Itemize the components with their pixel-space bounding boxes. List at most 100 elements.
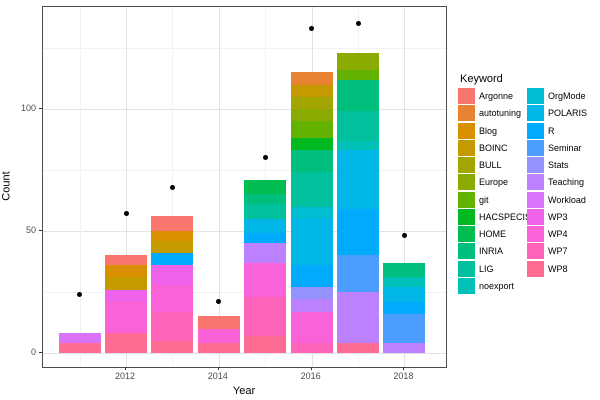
- legend-item-WP7: WP7: [527, 243, 595, 260]
- legend-swatch: [527, 191, 544, 208]
- total-point: [401, 233, 407, 239]
- legend-label: OrgMode: [548, 91, 586, 101]
- x-axis-title: Year: [232, 385, 256, 397]
- legend-item-R: R: [527, 122, 595, 140]
- legend-label: Stats: [548, 160, 569, 170]
- x-tick-label: 2012: [114, 371, 136, 381]
- y-tick-label: 0: [30, 346, 36, 357]
- x-tick-mark: [125, 367, 126, 370]
- legend-label: noexport: [479, 280, 515, 291]
- bar-segment-R: [337, 209, 379, 256]
- bar-segment-R: [383, 301, 426, 314]
- bar-segment-git: [290, 121, 333, 139]
- bar-segment-WP7: [290, 343, 333, 353]
- legend-label: BOINC: [479, 142, 508, 153]
- legend-label: autotuning: [479, 108, 522, 119]
- bar-segment-autotuning: [290, 72, 333, 85]
- legend-label: HOME: [479, 229, 506, 239]
- legend-label: Seminar: [548, 142, 582, 153]
- legend-label: WP8: [548, 263, 568, 274]
- bar-segment-Stats: [290, 287, 333, 300]
- y-tick-mark: [39, 230, 42, 231]
- y-axis-title: Count: [0, 171, 13, 201]
- total-point: [262, 155, 268, 161]
- x-tick-label: 2016: [300, 371, 321, 381]
- bar-segment-OrgMode: [290, 206, 333, 219]
- bar-segment-R: [290, 265, 333, 288]
- legend-item-noexport: noexport: [458, 277, 526, 295]
- legend-swatch: [458, 208, 475, 225]
- x-tick-mark: [403, 367, 405, 370]
- legend-item-Stats: Stats: [527, 157, 595, 174]
- legend-swatch: [527, 174, 544, 191]
- legend-item-git: git: [458, 191, 526, 209]
- legend-swatch: [527, 226, 544, 242]
- bar-segment-POLARIS: [383, 287, 426, 302]
- legend-item-LIG: LIG: [458, 260, 526, 278]
- legend-swatch: [527, 157, 544, 173]
- legend-swatch: [458, 191, 475, 208]
- legend-item-Europe: Europe: [458, 174, 526, 191]
- legend-item-INRIA: INRIA: [458, 243, 526, 260]
- legend-label: HACSPECIS: [479, 211, 532, 222]
- bar-segment-BOINC: [105, 277, 147, 290]
- total-point: [216, 299, 222, 305]
- legend-item-WP3: WP3: [527, 208, 595, 226]
- bar-segment-HACSPECIS: [290, 138, 333, 151]
- total-point: [355, 21, 361, 27]
- bar-segment-INRIA: [337, 79, 379, 112]
- bar-segment-noexport: [337, 140, 379, 151]
- bar-segment-INRIA: [383, 262, 426, 278]
- legend-label: WP7: [548, 246, 568, 257]
- bar-segment-R: [244, 233, 287, 244]
- bar-segment-Teaching: [383, 343, 426, 353]
- bar-segment-Argonne: [151, 216, 194, 231]
- bar-segment-Teaching: [290, 299, 333, 312]
- legend-label: Europe: [479, 177, 509, 188]
- legend-swatch: [458, 260, 475, 277]
- bar-segment-noexport: [383, 277, 426, 288]
- legend-label: INRIA: [479, 246, 504, 257]
- bar-segment-WP8: [197, 343, 240, 353]
- bar-segment-Workload: [58, 333, 101, 344]
- bar-segment-WP3: [105, 289, 147, 302]
- bar-segment-LIG: [290, 172, 333, 207]
- major-gridline: [218, 7, 220, 367]
- y-tick-label: 100: [20, 102, 36, 113]
- legend-swatch: [458, 122, 475, 139]
- bar-segment-LIG: [337, 111, 379, 141]
- bar-segment-WP4: [197, 328, 240, 344]
- major-gridline: [43, 109, 446, 110]
- bar-segment-BOINC: [151, 240, 194, 253]
- legend-item-autotuning: autotuning: [458, 105, 526, 122]
- legend-swatch: [527, 208, 544, 225]
- major-gridline: [43, 353, 446, 354]
- legend-item-HACSPECIS: HACSPECIS: [458, 208, 531, 226]
- bar-segment-WP8: [58, 343, 101, 353]
- legend-swatch: [458, 277, 475, 294]
- bar-segment-WP8: [244, 335, 287, 353]
- bar-segment-POLARIS: [244, 218, 287, 234]
- x-tick-label: 2018: [393, 371, 414, 381]
- legend-swatch: [527, 88, 544, 104]
- bar-segment-Teaching: [244, 243, 287, 263]
- bar-segment-Blog: [151, 231, 194, 241]
- bar-segment-HOME: [244, 179, 287, 195]
- bar-segment-WP4: [290, 311, 333, 344]
- legend-swatch: [527, 139, 544, 156]
- bar-segment-Blog: [105, 265, 147, 278]
- total-point: [123, 211, 129, 217]
- x-tick-label: 2014: [207, 371, 228, 381]
- major-gridline: [126, 7, 127, 367]
- legend-item-BULL: BULL: [458, 157, 526, 174]
- bar-segment-Seminar: [383, 313, 426, 344]
- y-tick-mark: [39, 108, 42, 109]
- bar-segment-POLARIS: [290, 218, 333, 266]
- legend-swatch: [458, 88, 475, 104]
- bar-segment-Europe: [290, 109, 333, 122]
- legend-swatch: [458, 243, 475, 260]
- bar-segment-LIG: [244, 204, 287, 219]
- legend-item-BOINC: BOINC: [458, 139, 526, 157]
- bar-segment-WP3: [151, 265, 194, 285]
